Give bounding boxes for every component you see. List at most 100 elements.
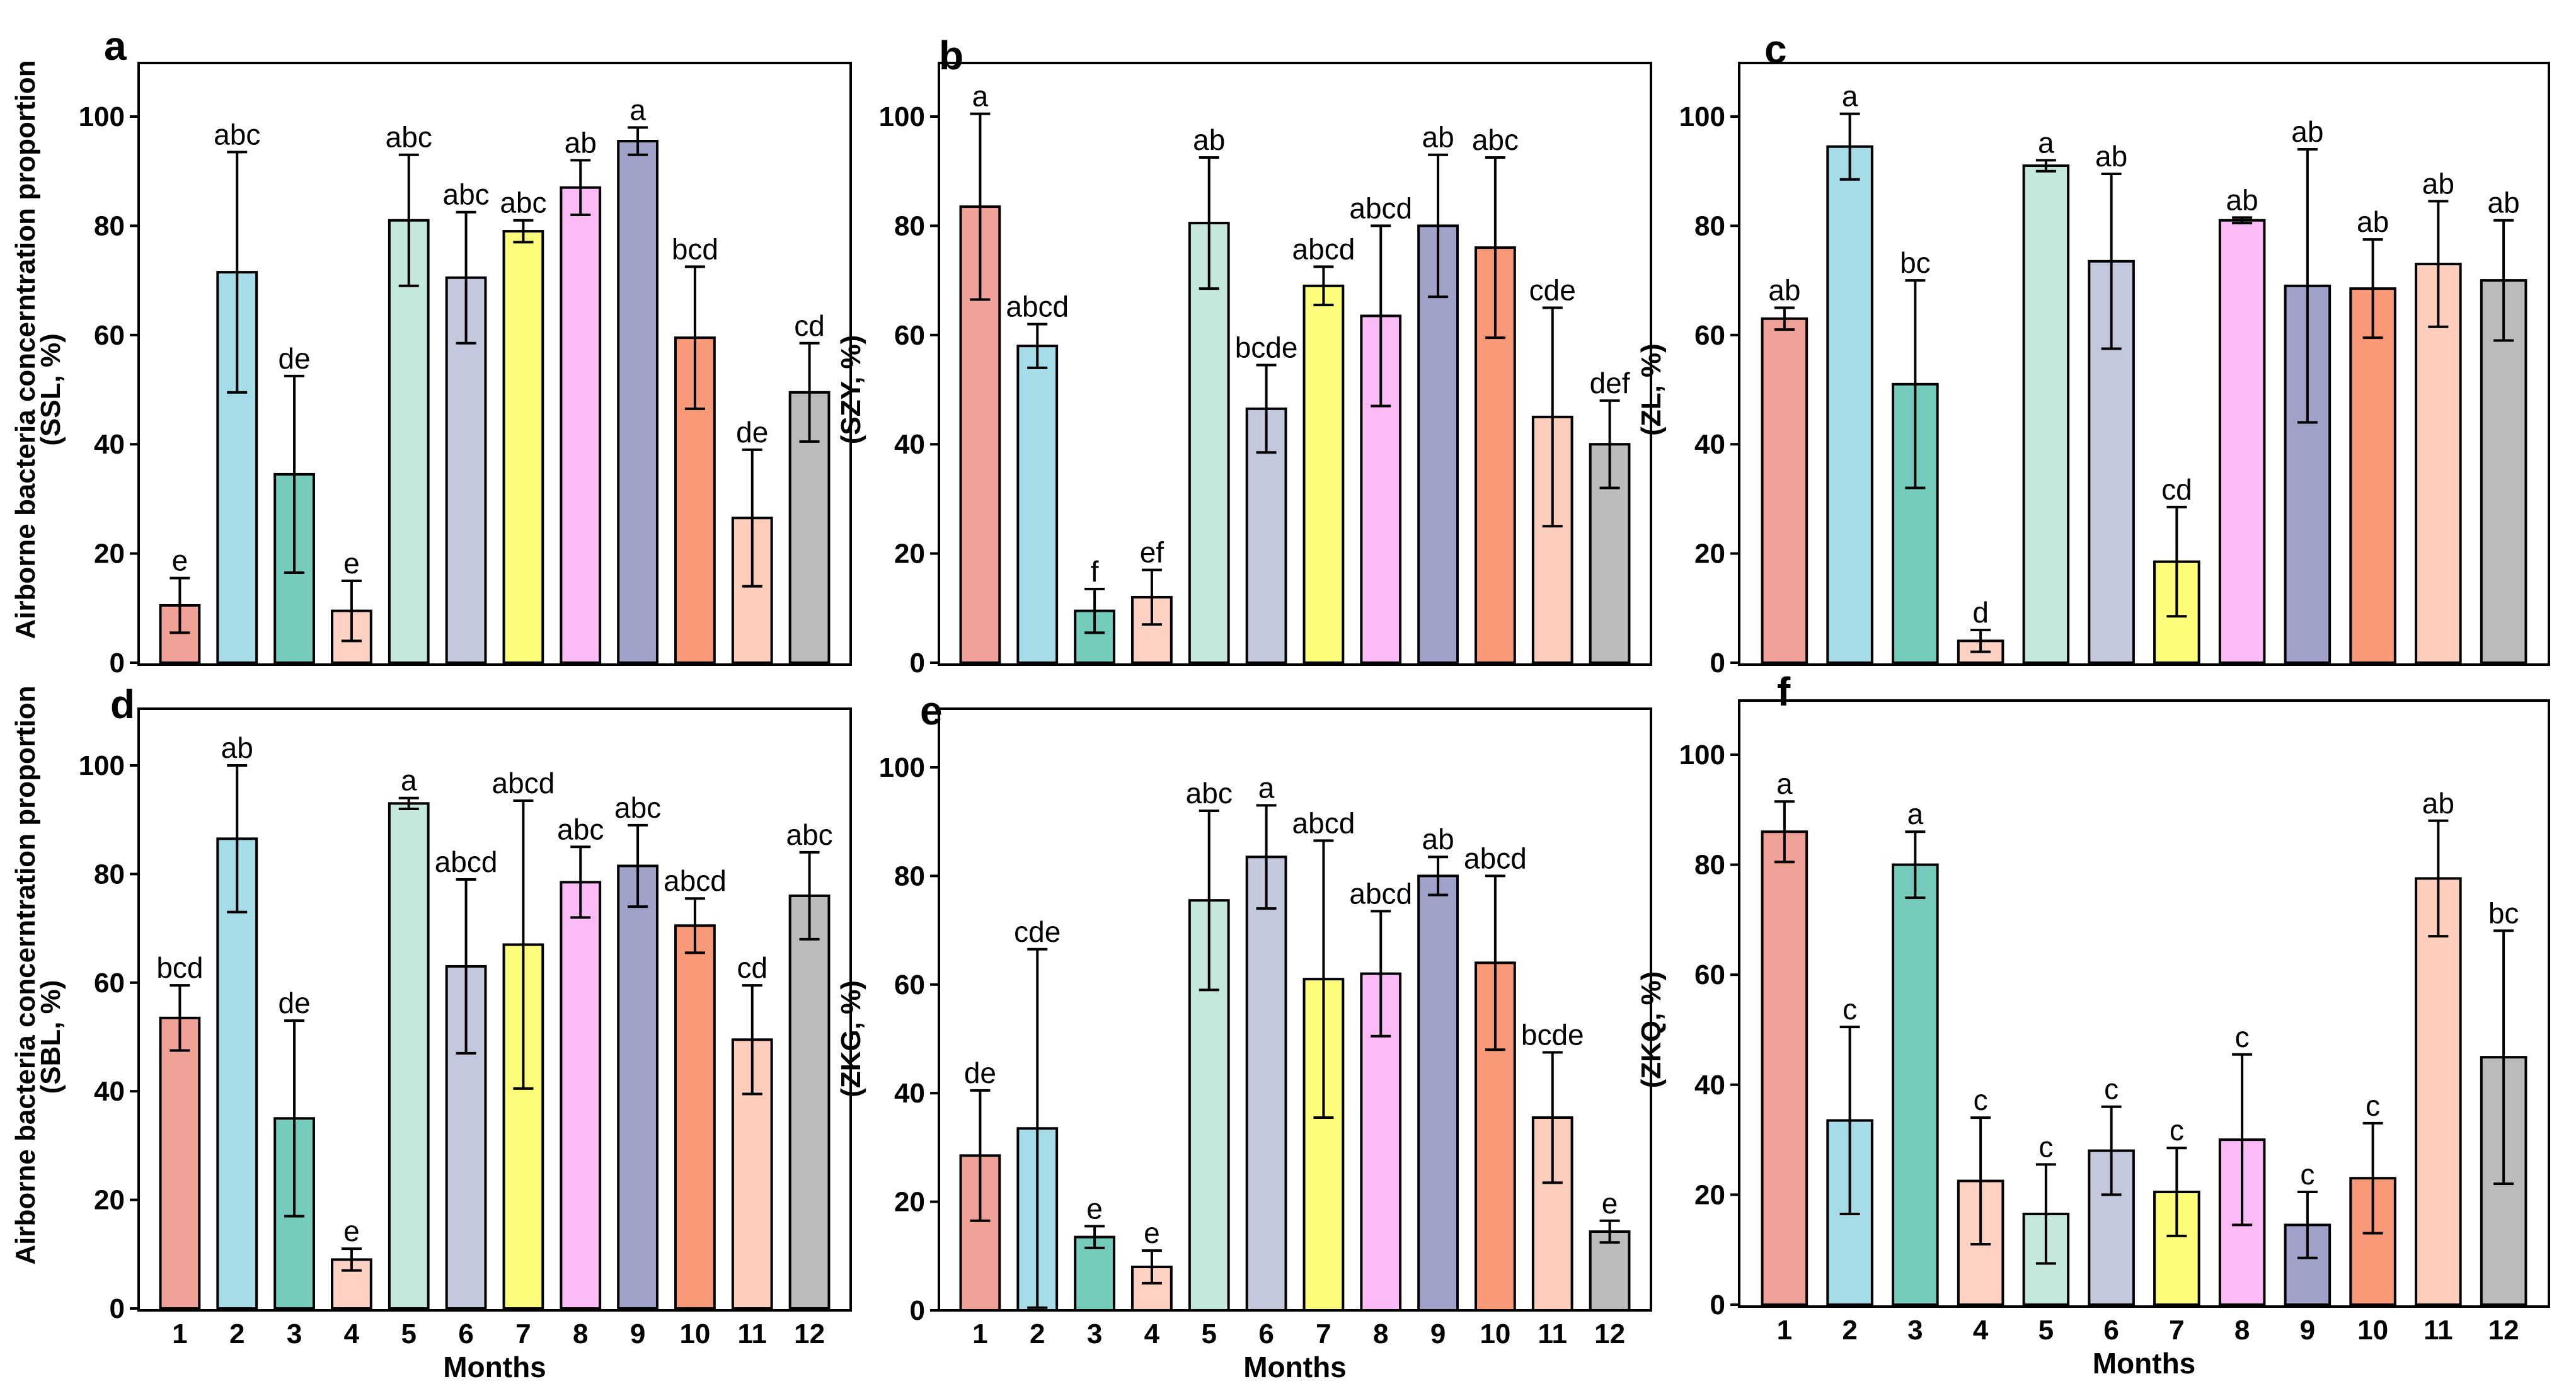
significance-label: ab	[2095, 140, 2127, 173]
bar-5	[2022, 164, 2070, 664]
y-tick-label: 60	[894, 320, 925, 351]
y-tick-label: 100	[879, 752, 925, 783]
x-tick-label: 12	[1594, 1319, 1625, 1349]
significance-label: cde	[1529, 273, 1576, 306]
y-axis-title: (SSL, %)	[35, 333, 66, 445]
x-tick-label: 6	[458, 1319, 473, 1349]
significance-label: abcd	[1292, 806, 1355, 839]
panel-d: d 0 20 40 60 80 100 (SBL, %) bcd 1 ab 2 de 3 e 4 a 5 abcd 6…	[35, 682, 852, 1383]
x-axis-title: Months	[2093, 1347, 2196, 1380]
bar-11	[2415, 877, 2462, 1307]
bar-2	[216, 837, 258, 1310]
bar-2	[1016, 345, 1059, 664]
significance-label: d	[1972, 596, 1989, 629]
significance-label: ef	[1140, 536, 1164, 569]
bar-8	[2218, 219, 2266, 665]
significance-label: c	[1843, 993, 1857, 1026]
bar-9	[617, 864, 658, 1310]
y-tick-label: 100	[1679, 740, 1725, 770]
y-tick-label: 60	[94, 968, 125, 999]
bar-1	[959, 205, 1001, 664]
significance-label: abcd	[664, 864, 727, 897]
significance-label: c	[1974, 1084, 1988, 1116]
significance-label: abc	[386, 121, 432, 154]
bar-9	[1417, 224, 1459, 664]
x-tick-label: 12	[794, 1319, 825, 1349]
significance-label: ab	[1768, 273, 1800, 306]
y-tick-label: 0	[1710, 648, 1725, 678]
x-tick-label: 11	[737, 1319, 767, 1349]
bar-12	[788, 894, 831, 1310]
plot-frame	[137, 62, 852, 666]
significance-label: de	[736, 416, 768, 449]
y-tick-label: 20	[94, 1185, 125, 1216]
panel-f: f 0 20 40 60 80 100 (ZKQ, %) a 1 c 2 a 3 c 4 c 5 c 6 c 7 c 8 c 9 c…	[1636, 669, 2550, 1380]
significance-label: ab	[2422, 167, 2454, 200]
y-axis-title: (SBL, %)	[35, 980, 66, 1094]
y-tick-label: 100	[1679, 101, 1725, 132]
plot-frame	[938, 62, 1652, 666]
y-tick-label: 20	[1694, 539, 1725, 570]
significance-label: bc	[1900, 246, 1931, 279]
significance-label: a	[2038, 126, 2054, 159]
bar-3	[1892, 863, 1939, 1306]
significance-label: de	[964, 1056, 996, 1089]
significance-label: e	[1086, 1192, 1103, 1225]
y-tick-label: 40	[894, 429, 925, 460]
panel-e: e 0 20 40 60 80 100 (ZKG, %) de 1 cde 2 e 3 e 4 abc 5 a 6 ab…	[836, 688, 1652, 1383]
x-tick-label: 1	[172, 1319, 187, 1349]
y-tick-label: 100	[79, 750, 125, 781]
x-tick-label: 6	[2103, 1315, 2119, 1346]
bar-3	[1074, 1235, 1115, 1312]
y-axis-title: (ZL, %)	[1636, 343, 1667, 436]
y-tick-label: 0	[1710, 1290, 1725, 1320]
y-tick-label: 80	[1694, 850, 1725, 881]
significance-label: cde	[1014, 915, 1061, 948]
significance-label: abcd	[1349, 877, 1412, 910]
x-tick-label: 2	[1030, 1319, 1045, 1349]
x-tick-label: 3	[1907, 1315, 1923, 1346]
bar-9	[1417, 874, 1459, 1312]
y-tick-label: 20	[1694, 1179, 1725, 1210]
plot-frame	[1738, 699, 2550, 1308]
y-tick-label: 60	[1694, 320, 1725, 351]
significance-label: c	[2366, 1089, 2380, 1122]
significance-label: a	[1258, 771, 1275, 804]
x-tick-label: 8	[2234, 1315, 2250, 1346]
bar-2	[1826, 145, 1873, 664]
significance-label: e	[343, 1215, 360, 1247]
y-axis-title: (ZKQ, %)	[1636, 971, 1667, 1089]
y-axis-title: (SZY, %)	[836, 335, 866, 445]
bar-11	[2415, 263, 2462, 664]
bar-7	[1302, 284, 1345, 664]
significance-label: cd	[794, 309, 825, 342]
significance-label: e	[1602, 1187, 1618, 1220]
significance-label: def	[1590, 367, 1630, 399]
plot-frame	[938, 707, 1652, 1312]
x-tick-label: 5	[1202, 1319, 1217, 1349]
y-tick-label: 100	[879, 101, 925, 132]
y-tick-label: 40	[94, 1076, 125, 1107]
y-tick-label: 80	[894, 210, 925, 241]
y-tick-label: 60	[1694, 959, 1725, 990]
x-tick-label: 5	[401, 1319, 417, 1349]
significance-label: f	[1091, 555, 1099, 588]
y-tick-label: 80	[94, 859, 125, 890]
panel-letter: d	[110, 682, 135, 727]
significance-label: abc	[1186, 777, 1233, 810]
bar-10	[674, 924, 716, 1310]
bar-1	[1761, 317, 1808, 665]
significance-label: bc	[2488, 896, 2519, 929]
significance-label: e	[172, 544, 188, 577]
significance-label: bcde	[1521, 1019, 1584, 1051]
significance-label: bcd	[672, 232, 718, 265]
y-tick-label: 80	[1694, 210, 1725, 241]
panel-b: b 0 20 40 60 80 100 (SZY, %) a abcd f ef ab bcde abcd a…	[836, 33, 1652, 678]
x-tick-label: 9	[2300, 1315, 2315, 1346]
panel-letter: e	[920, 688, 943, 733]
significance-label: a	[972, 80, 989, 113]
bar-1	[159, 1016, 201, 1310]
bar-6	[1245, 856, 1287, 1312]
significance-label: c	[2170, 1114, 2184, 1147]
